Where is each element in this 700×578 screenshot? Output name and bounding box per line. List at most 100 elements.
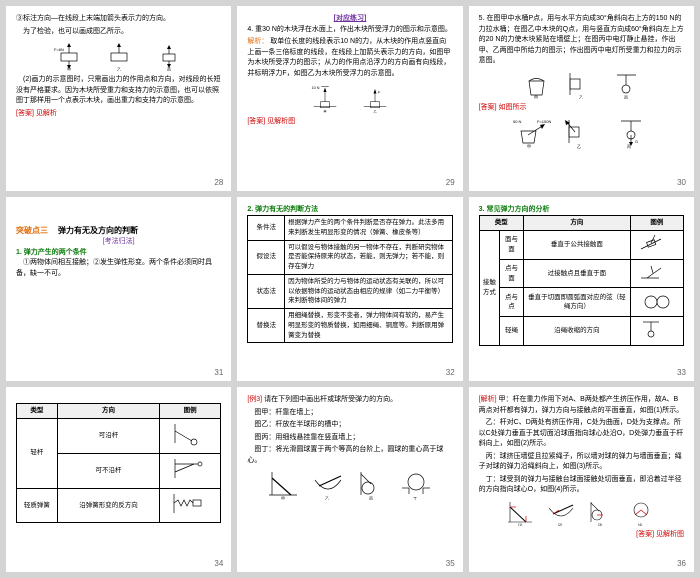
slide30-diagrams-bottom: 50 N F=150N 甲 乙 G 丙 <box>479 117 684 149</box>
slide35-diagrams: 甲 乙 丙 丁 <box>247 470 452 500</box>
type-rod: 轻杆 <box>17 419 58 489</box>
force-diagram-yi: 乙 <box>99 41 139 71</box>
ball-string-wall-diagram: 丙 <box>355 470 389 500</box>
type-cell: 点与面 <box>500 259 524 288</box>
item-bing: 图丙：用细线悬挂靠在竖直墙上； <box>247 433 452 444</box>
svg-text:乙: 乙 <box>373 108 376 113</box>
buoyancy-diagram-yi: F 乙 <box>355 83 395 113</box>
slide-29: [对应练习] 4. 重30 N的木块浮在水面上，作出木块所受浮力的图示和示意图。… <box>237 6 462 191</box>
th-direction: 方向 <box>57 404 159 419</box>
lamp-force-diagram: G 丙 <box>611 117 651 149</box>
force-diagram-bing: 丙 <box>149 41 189 71</box>
slide36-p3: 丙：球挤压墙壁且拉紧绳子，所以墙对球的弹力与墙面垂直；绳子对球的弹力沿绳斜向上，… <box>479 452 684 473</box>
dir-cell: 沿绳收缩的方向 <box>523 317 630 346</box>
dir-not-along: 可不沿杆 <box>57 453 159 488</box>
svg-text:(4): (4) <box>638 523 642 526</box>
contact-mode-header: 接触方式 <box>479 230 499 345</box>
slide32-h1: 2. 弹力有无的判断方法 <box>247 205 452 216</box>
method-name: 条件法 <box>248 216 285 241</box>
dir-cell: 垂直于切面即圆弧面对应的弦（轻绳方向） <box>523 288 630 317</box>
svg-text:(1): (1) <box>518 523 522 526</box>
page-number: 29 <box>446 177 455 189</box>
slide-28: ③标注方向—在线段上末端加箭头表示力的方向。 为了检验，也可以画成图乙所示。 F… <box>6 6 231 191</box>
block-wall-diagram: 乙 <box>564 71 599 99</box>
sol-diagram-2: (2) <box>546 500 576 526</box>
svg-text:丁: 丁 <box>413 496 417 500</box>
slide30-diagrams-top: 甲 乙 丙 <box>479 71 684 99</box>
slide-grid: ③标注方向—在线段上末端加箭头表示力的方向。 为了检验，也可以画成图乙所示。 F… <box>0 0 700 578</box>
slide29-p2-text: 取单位长度的线段表示10 N的力，从木块的作用点竖直向上画一条三倍标度的线段，在… <box>247 38 450 77</box>
rod-bowl-diagram: 乙 <box>311 470 345 500</box>
th-direction: 方向 <box>523 216 630 231</box>
page-number: 35 <box>446 558 455 570</box>
sol-diagram-1: (1) <box>506 500 536 526</box>
slide36-p4: 丁：球受到的弹力与接触台球面接触处切面垂直，即沿着过半径的方向指向球心O，如图(… <box>479 475 684 496</box>
analysis-label: [解析] <box>479 396 497 403</box>
method-desc: 因为物体所受的力与物体的运动状态有关联的，所以可以依据物体的运动状态由相应的规律… <box>285 274 453 308</box>
slide29-p2: 解析： 取单位长度的线段表示10 N的力，从木块的作用点竖直向上画一条三倍标度的… <box>247 37 452 79</box>
example-diagram <box>630 288 683 317</box>
force-diagram-jia: F=6N 甲 <box>49 41 89 71</box>
dir-cell: 垂直于公共接触面 <box>523 230 630 259</box>
svg-text:(2): (2) <box>558 523 562 526</box>
slide31-title: 弹力有无及方向的判断 <box>58 226 138 235</box>
method-table: 条件法根据弹力产生的两个条件判断是否存在弹力。此法多用来判断发生明显形变的情况（… <box>247 215 452 343</box>
th-type: 类型 <box>479 216 523 231</box>
bucket-diagram: 甲 <box>519 71 554 99</box>
svg-text:10 N: 10 N <box>311 86 319 90</box>
svg-text:F=150N: F=150N <box>537 119 551 124</box>
svg-text:(3): (3) <box>598 523 602 526</box>
slide31-sub: [考法归法] <box>16 237 221 248</box>
slide-31: 突破点三 弹力有无及方向的判断 [考法归法] 1. 弹力产生的两个条件 ①两物体… <box>6 197 231 382</box>
method-name: 替换法 <box>248 309 285 343</box>
rod-wall-diagram: 甲 <box>267 470 301 500</box>
example-diagram <box>160 419 221 454</box>
example-diagram <box>160 453 221 488</box>
slide33-h1: 3. 常见弹力方向的分析 <box>479 205 684 216</box>
svg-text:甲: 甲 <box>534 95 538 99</box>
slide30-p1: 5. 在图甲中水桶P点，用与水平方向成30°角斜向右上方的150 N的力拉水桶；… <box>479 14 684 67</box>
lamp-diagram: 丙 <box>609 71 644 99</box>
slide-36: [解析] 甲：杆在重力作用下对A、B两处都产生挤压作用，故A、B两点对杆都有弹力… <box>469 387 694 572</box>
slide35-p1-text: 请在下列图中画出杆或球所受弹力的方向。 <box>264 396 397 403</box>
slide30-answer: [答案] 如图所示 <box>479 103 684 114</box>
sol-diagram-3: (3) <box>586 500 616 526</box>
slide36-answer: [答案] 见解析图 <box>479 530 684 541</box>
slide28-p1: ③标注方向—在线段上末端加箭头表示力的方向。 <box>16 14 221 25</box>
slide36-p2: 乙：杆对C、D两处有挤压作用，C处为曲面，D处为支撑点。所以C处弹力垂直于其切面… <box>479 418 684 450</box>
slide29-diagrams: 10 N 甲 F 乙 <box>247 83 452 113</box>
slide29-title: [对应练习] <box>247 14 452 25</box>
svg-text:丙: 丙 <box>167 67 171 71</box>
example-diagram <box>630 317 683 346</box>
dir-along: 可沿杆 <box>57 419 159 454</box>
svg-text:丙: 丙 <box>627 144 631 149</box>
th-example: 图例 <box>630 216 683 231</box>
svg-text:50 N: 50 N <box>513 119 522 124</box>
slide-35: [例3] 请在下列图中画出杆或球所受弹力的方向。 图甲：杆靠在墙上； 图乙：杆放… <box>237 387 462 572</box>
slide29-p1: 4. 重30 N的木块浮在水面上，作出木块所受浮力的图示和示意图。 <box>247 25 452 36</box>
svg-text:乙: 乙 <box>577 143 581 149</box>
type-spring: 轻质弹簧 <box>17 488 58 523</box>
ball-steps-diagram: 丁 <box>399 470 433 500</box>
method-name: 状态法 <box>248 274 285 308</box>
method-name: 假设法 <box>248 240 285 274</box>
slide31-p1: ①两物体间相互接触；②发生弹性形变。两个条件必须同时具备，缺一不可。 <box>16 258 221 279</box>
example-label: [例3] <box>247 396 262 403</box>
slide-30: 5. 在图甲中水桶P点，用与水平方向成30°角斜向右上方的150 N的力拉水桶；… <box>469 6 694 191</box>
breach-label: 突破点三 <box>16 226 48 235</box>
svg-text:乙: 乙 <box>117 66 121 71</box>
slide31-header: 突破点三 弹力有无及方向的判断 <box>16 225 221 238</box>
svg-text:甲: 甲 <box>67 67 71 71</box>
th-example: 图例 <box>160 404 221 419</box>
slide-33: 3. 常见弹力方向的分析 类型 方向 图例 接触方式 面与面 垂直于公共接触面 … <box>469 197 694 382</box>
dir-cell: 过接触点且垂直于面 <box>523 259 630 288</box>
analysis-label: 解析： <box>247 38 268 45</box>
method-desc: 可以假设与物体接触的另一物体不存在，判断研究物体是否能保持原来的状态，若能，则无… <box>285 240 453 274</box>
bucket-force-diagram: 50 N F=150N 甲 <box>511 117 551 149</box>
th-type: 类型 <box>17 404 58 419</box>
slide28-answer: [答案] 见解析 <box>16 109 221 120</box>
block-force-diagram: 乙 <box>561 117 601 149</box>
page-number: 32 <box>446 367 455 379</box>
type-cell: 点与点 <box>500 288 524 317</box>
type-cell: 轻绳 <box>500 317 524 346</box>
